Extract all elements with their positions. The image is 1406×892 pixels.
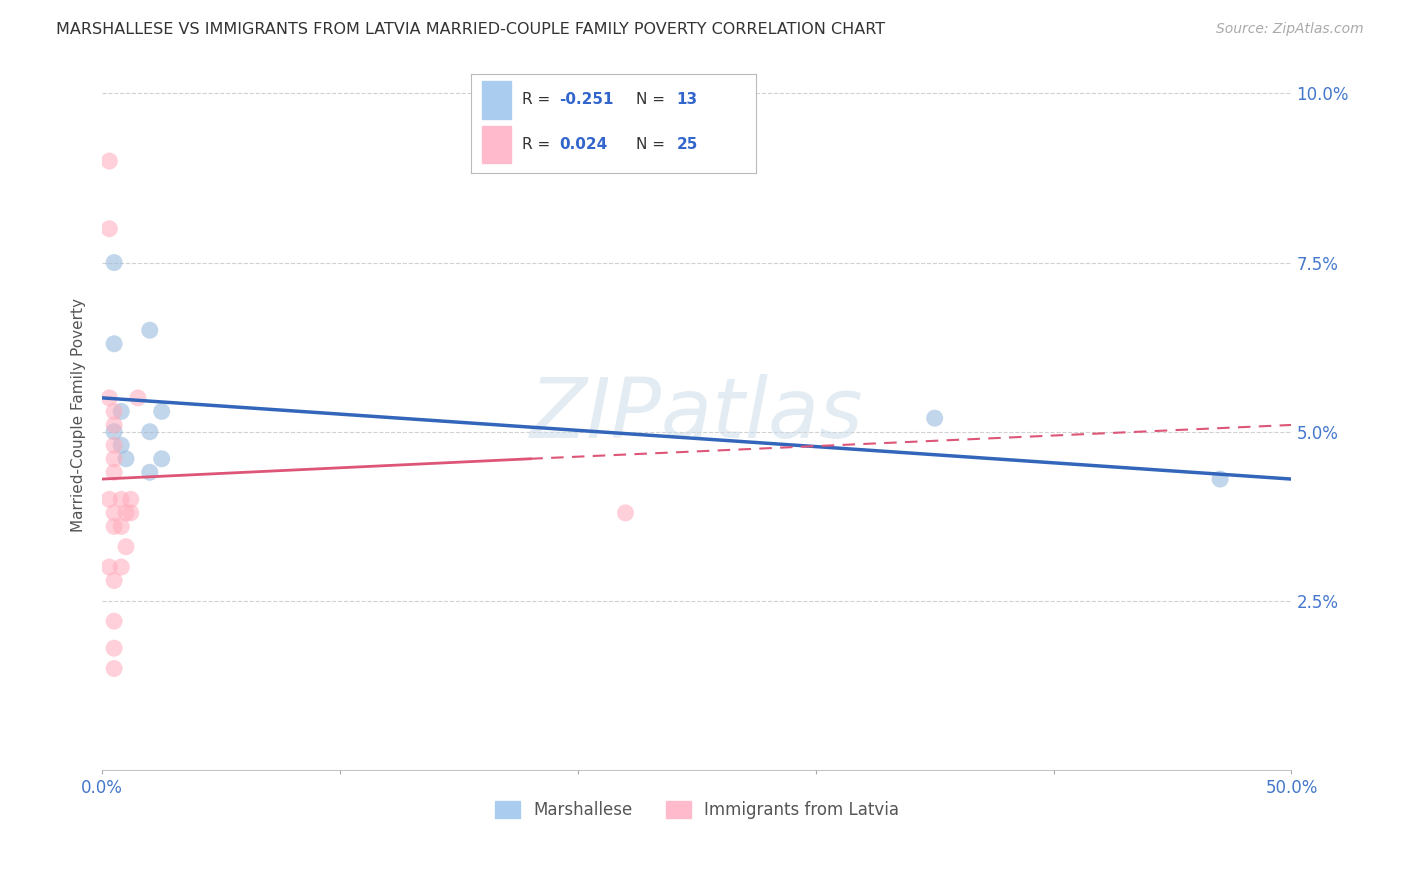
Point <box>120 492 142 507</box>
Point <box>98 221 121 235</box>
Point <box>110 560 132 574</box>
Point <box>115 540 138 554</box>
Point <box>98 492 121 507</box>
Point <box>103 425 125 439</box>
Point <box>103 614 125 628</box>
Text: ZIPatlas: ZIPatlas <box>530 375 863 455</box>
Point <box>103 641 125 656</box>
Y-axis label: Married-Couple Family Poverty: Married-Couple Family Poverty <box>72 298 86 532</box>
Point <box>103 451 125 466</box>
Point <box>103 417 125 432</box>
Point <box>103 519 125 533</box>
Point <box>924 411 946 425</box>
Point <box>139 323 162 337</box>
Point <box>98 154 121 169</box>
Point <box>120 506 142 520</box>
Point <box>150 451 173 466</box>
Legend: Marshallese, Immigrants from Latvia: Marshallese, Immigrants from Latvia <box>488 794 905 826</box>
Point <box>139 465 162 479</box>
Point <box>98 391 121 405</box>
Point <box>1209 472 1232 486</box>
Point <box>103 465 125 479</box>
Point <box>110 492 132 507</box>
Point <box>103 506 125 520</box>
Point <box>103 255 125 269</box>
Point <box>127 391 149 405</box>
Point <box>110 519 132 533</box>
Point <box>103 404 125 418</box>
Text: MARSHALLESE VS IMMIGRANTS FROM LATVIA MARRIED-COUPLE FAMILY POVERTY CORRELATION : MARSHALLESE VS IMMIGRANTS FROM LATVIA MA… <box>56 22 886 37</box>
Point <box>150 404 173 418</box>
Point <box>115 451 138 466</box>
Point <box>98 560 121 574</box>
Point <box>115 506 138 520</box>
Text: Source: ZipAtlas.com: Source: ZipAtlas.com <box>1216 22 1364 37</box>
Point <box>103 438 125 452</box>
Point <box>103 336 125 351</box>
Point <box>110 438 132 452</box>
Point <box>103 574 125 588</box>
Point <box>139 425 162 439</box>
Point <box>110 404 132 418</box>
Point <box>614 506 637 520</box>
Point <box>103 661 125 675</box>
